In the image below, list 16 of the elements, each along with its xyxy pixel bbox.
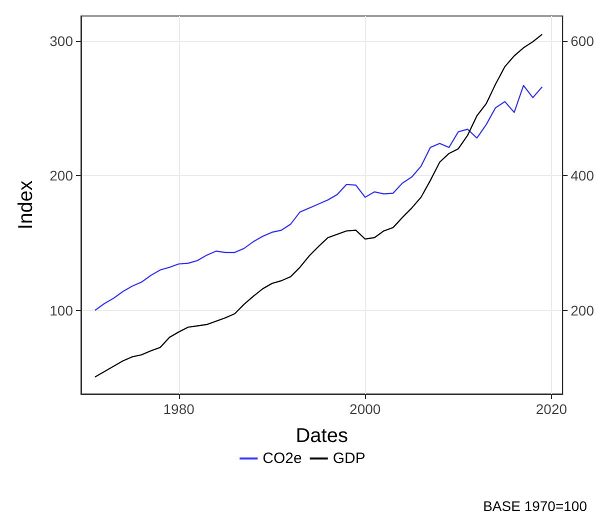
line-series [94, 84, 543, 311]
x-tick-label: 2020 [536, 401, 568, 417]
y2-tick-label: 600 [570, 33, 594, 50]
y2-tick-label: 400 [570, 168, 594, 184]
y-tick-label: 100 [50, 302, 74, 318]
line-series [94, 34, 543, 378]
x-tick-label: 2000 [350, 401, 381, 417]
legend-label: GDP [332, 450, 366, 467]
y2-tick-label: 200 [570, 302, 594, 318]
y-tick-label: 200 [50, 168, 74, 184]
legend-label: CO2e [262, 450, 302, 467]
x-axis-title: Dates [296, 425, 348, 447]
text: BASE 1970=100 [483, 498, 588, 514]
x-tick-label: 1980 [163, 401, 195, 417]
y-tick-label: 300 [50, 33, 74, 50]
y-axis-title: Index [15, 180, 37, 230]
